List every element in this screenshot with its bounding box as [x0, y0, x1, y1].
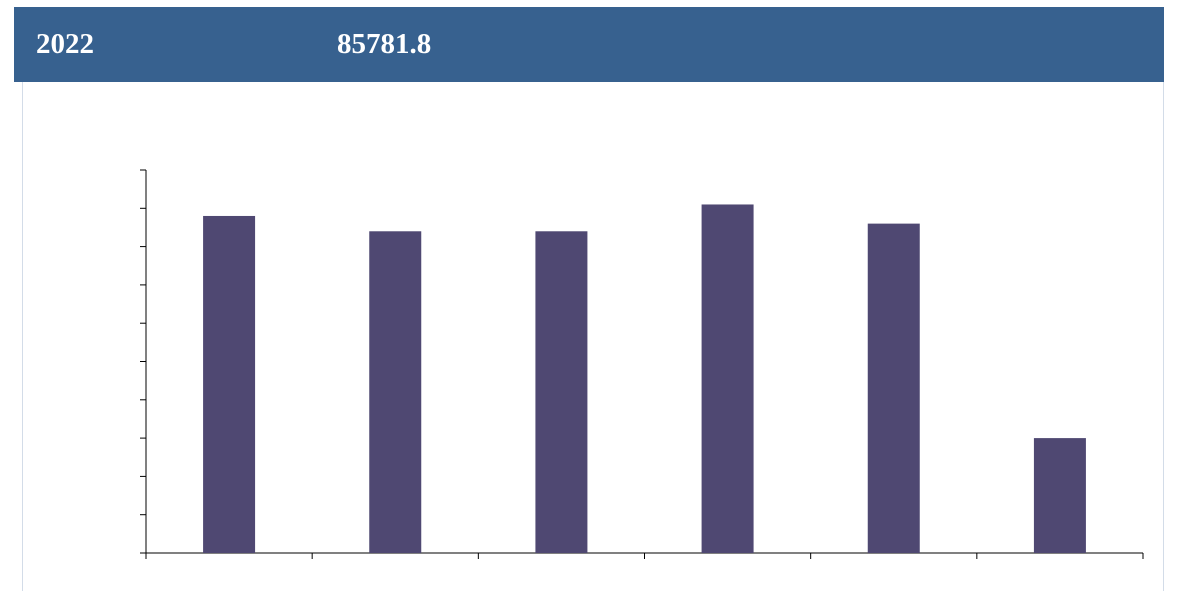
header-value: 85781.8 [337, 28, 432, 60]
header-year: 2022 [36, 28, 94, 60]
bar [535, 231, 588, 553]
chart-panel [22, 82, 1164, 591]
bar [203, 215, 256, 553]
header-bar: 2022 85781.8 [14, 7, 1164, 82]
bar [701, 204, 754, 553]
bar [369, 231, 422, 553]
bar [867, 223, 920, 553]
bar [1033, 438, 1086, 553]
